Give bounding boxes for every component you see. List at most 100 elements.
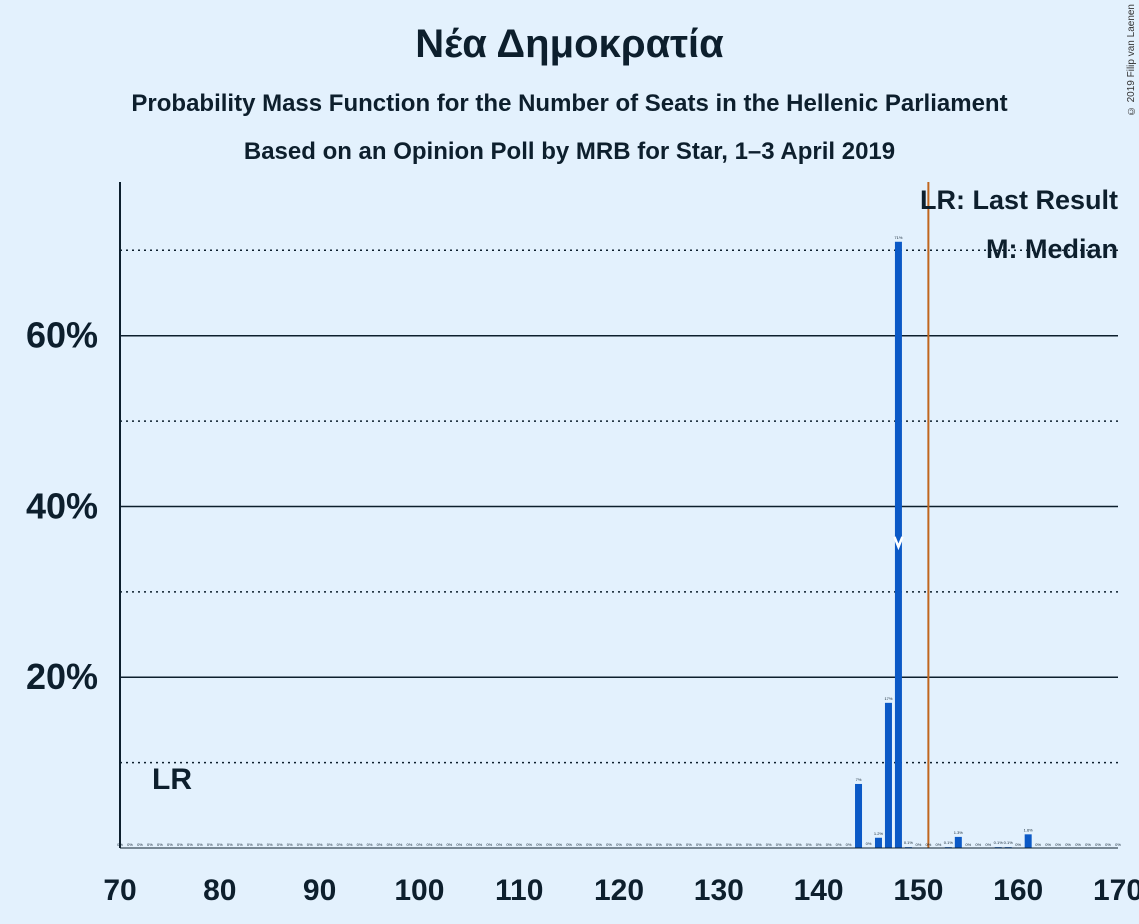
data-label: 0% bbox=[606, 842, 612, 847]
data-label: 0% bbox=[117, 842, 123, 847]
data-label: 0% bbox=[357, 842, 363, 847]
data-label: 0% bbox=[706, 842, 712, 847]
data-label: 0% bbox=[137, 842, 143, 847]
data-label: 0% bbox=[127, 842, 133, 847]
data-label: 0% bbox=[866, 841, 872, 846]
data-label: 0% bbox=[786, 842, 792, 847]
data-label: 0% bbox=[387, 842, 393, 847]
data-label: 0% bbox=[337, 842, 343, 847]
data-label: 0.1% bbox=[904, 840, 914, 845]
data-label: 0% bbox=[397, 842, 403, 847]
data-label: 0% bbox=[726, 842, 732, 847]
data-label: 0% bbox=[187, 842, 193, 847]
data-label: 0% bbox=[1055, 842, 1061, 847]
x-tick-label: 170 bbox=[1093, 874, 1139, 907]
data-label: 0% bbox=[407, 842, 413, 847]
data-label: 0% bbox=[516, 842, 522, 847]
data-label: 0% bbox=[596, 842, 602, 847]
data-label: 0.1% bbox=[944, 840, 954, 845]
data-label: 0% bbox=[426, 842, 432, 847]
data-label: 0% bbox=[207, 842, 213, 847]
x-tick-label: 100 bbox=[394, 874, 444, 907]
data-label: 0% bbox=[1035, 842, 1041, 847]
data-label: 0% bbox=[506, 842, 512, 847]
data-label: 0% bbox=[696, 842, 702, 847]
data-label: 0% bbox=[267, 842, 273, 847]
data-label: 0% bbox=[556, 842, 562, 847]
data-label: 0% bbox=[476, 842, 482, 847]
data-label: 0% bbox=[167, 842, 173, 847]
x-tick-label: 80 bbox=[203, 874, 236, 907]
data-label: 0% bbox=[317, 842, 323, 847]
data-label: 1.2% bbox=[874, 831, 884, 836]
data-label: 71% bbox=[894, 235, 902, 240]
data-label: 0% bbox=[646, 842, 652, 847]
x-tick-label: 110 bbox=[495, 874, 543, 907]
data-label: 0% bbox=[217, 842, 223, 847]
bar bbox=[855, 783, 863, 848]
data-label: 0% bbox=[826, 842, 832, 847]
chart-subtitle: Probability Mass Function for the Number… bbox=[131, 90, 1008, 117]
data-label: 0% bbox=[367, 842, 373, 847]
data-label: 7% bbox=[856, 777, 862, 782]
data-label: 0% bbox=[846, 842, 852, 847]
x-tick-label: 90 bbox=[303, 874, 336, 907]
data-label: 0% bbox=[1085, 842, 1091, 847]
data-label: 0% bbox=[257, 842, 263, 847]
y-tick-label: 20% bbox=[26, 656, 98, 697]
bar bbox=[954, 836, 962, 848]
data-label: 0% bbox=[496, 842, 502, 847]
data-label: 0% bbox=[916, 842, 922, 847]
data-label: 0% bbox=[277, 842, 283, 847]
data-label: 0% bbox=[1115, 842, 1121, 847]
data-label: 0.1% bbox=[1004, 840, 1014, 845]
y-tick-label: 40% bbox=[26, 485, 98, 526]
chart-title: Νέα Δημοκρατία bbox=[415, 22, 724, 66]
bars-group bbox=[855, 241, 1032, 848]
data-label: 0% bbox=[796, 842, 802, 847]
data-label: 0% bbox=[1015, 842, 1021, 847]
data-label: 0% bbox=[566, 842, 572, 847]
data-label: 0% bbox=[586, 842, 592, 847]
data-label: 0% bbox=[546, 842, 552, 847]
data-label: 0% bbox=[686, 842, 692, 847]
x-tick-label: 160 bbox=[993, 874, 1043, 907]
data-label: 0% bbox=[327, 842, 333, 847]
data-label: 0% bbox=[676, 842, 682, 847]
median-marker bbox=[893, 536, 904, 551]
data-label: 1.3% bbox=[954, 830, 964, 835]
data-label: 0% bbox=[756, 842, 762, 847]
data-label: 0% bbox=[456, 842, 462, 847]
data-label: 0% bbox=[307, 842, 313, 847]
data-label: 0% bbox=[716, 842, 722, 847]
data-label: 0% bbox=[237, 842, 243, 847]
data-label: 0% bbox=[746, 842, 752, 847]
data-label: 0% bbox=[836, 842, 842, 847]
bar bbox=[1024, 834, 1032, 848]
data-label: 0% bbox=[536, 842, 542, 847]
data-label: 0% bbox=[636, 842, 642, 847]
bar bbox=[884, 702, 892, 848]
data-label: 0% bbox=[1045, 842, 1051, 847]
axes-group bbox=[119, 182, 1118, 849]
data-label: 0% bbox=[626, 842, 632, 847]
legend-last-result: LR: Last Result bbox=[920, 185, 1118, 215]
data-label: 0% bbox=[935, 842, 941, 847]
data-label: 0% bbox=[227, 842, 233, 847]
grid-lines bbox=[120, 249, 1118, 764]
data-label: 0% bbox=[616, 842, 622, 847]
data-label: 0% bbox=[197, 842, 203, 847]
data-label: 0% bbox=[975, 842, 981, 847]
data-label: 0% bbox=[806, 842, 812, 847]
data-label: 0% bbox=[1095, 842, 1101, 847]
x-tick-label: 150 bbox=[893, 874, 943, 907]
data-label: 0% bbox=[157, 842, 163, 847]
data-label: 0% bbox=[736, 842, 742, 847]
data-label: 0% bbox=[287, 842, 293, 847]
data-label: 0% bbox=[377, 842, 383, 847]
legend-median: M: Median bbox=[986, 234, 1118, 264]
data-label: 0% bbox=[766, 842, 772, 847]
data-label: 0% bbox=[417, 842, 423, 847]
data-label: 17% bbox=[884, 696, 892, 701]
